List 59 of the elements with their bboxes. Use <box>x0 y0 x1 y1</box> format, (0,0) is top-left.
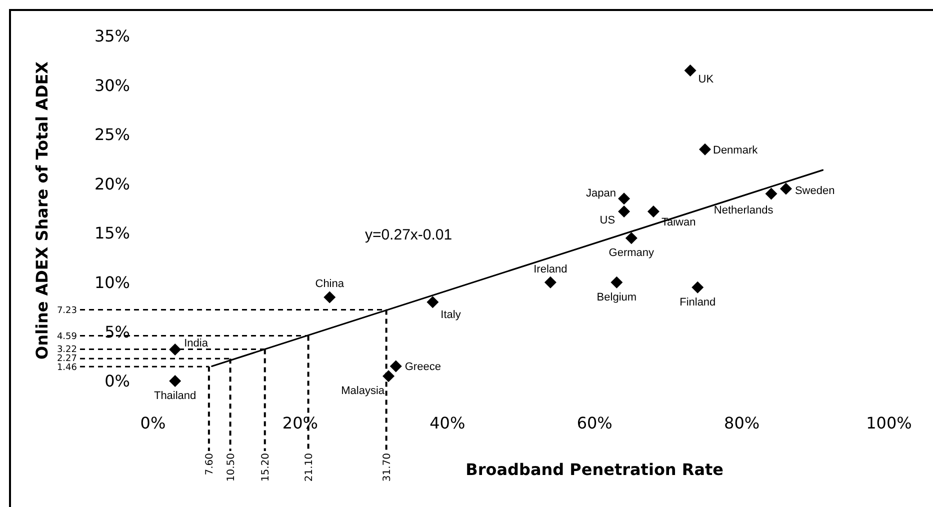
point <box>169 343 182 356</box>
y-tick-label: 10% <box>94 273 130 292</box>
ref-line-label: 31.70 <box>382 453 393 482</box>
point <box>618 192 630 205</box>
x-tick-label: 60% <box>576 414 612 433</box>
ref-line-label: 15.20 <box>260 453 272 482</box>
point <box>780 182 792 195</box>
series-label: Finland <box>680 296 716 308</box>
x-axis-title: Broadband Penetration Rate <box>466 460 724 479</box>
point <box>390 360 402 372</box>
series-label: Germany <box>608 247 655 260</box>
series-label: Netherlands <box>714 204 774 217</box>
point <box>610 276 623 288</box>
point <box>618 205 630 218</box>
series-label: Ireland <box>534 263 568 276</box>
series-label: UK <box>698 74 714 86</box>
point <box>625 232 638 244</box>
series-label: Malaysia <box>341 385 386 398</box>
ref-line-label: 10.50 <box>226 453 237 482</box>
series-label: Sweden <box>794 184 835 197</box>
y-axis-title: Online ADEX Share of Total ADEX <box>32 60 52 360</box>
series-label: Taiwan <box>661 216 696 228</box>
y-tick-label: 30% <box>94 76 130 95</box>
x-tick-label: 40% <box>430 414 466 433</box>
series-label: Belgium <box>596 291 637 304</box>
y-tick-label: 20% <box>94 174 130 194</box>
y-tick-label: 35% <box>94 26 130 46</box>
ref-line-label: 4.59 <box>56 332 78 342</box>
ref-line-label: 3.22 <box>56 344 77 355</box>
x-tick-label: 0% <box>140 414 166 433</box>
series-label: Denmark <box>713 144 758 156</box>
y-tick-label: 0% <box>104 372 130 391</box>
x-tick-label: 80% <box>724 414 760 433</box>
point <box>544 276 556 288</box>
series-label: Thailand <box>154 390 196 402</box>
series-label: Italy <box>440 309 462 322</box>
series-label: Japan <box>586 188 616 200</box>
y-tick-label: 25% <box>94 125 130 144</box>
ref-line-label: 2.27 <box>56 354 77 364</box>
point <box>699 143 711 156</box>
point <box>426 296 439 308</box>
ref-line-label: 7.60 <box>204 453 216 476</box>
point <box>382 370 395 382</box>
ref-line-label: 21.10 <box>304 453 315 482</box>
point <box>169 375 182 387</box>
point <box>647 205 660 218</box>
series-label: Greece <box>404 361 441 374</box>
ref-line-label: 1.46 <box>56 362 78 373</box>
annotation: y=0.27x-0.01 <box>364 226 452 244</box>
series-label: China <box>315 278 345 290</box>
series-label: India <box>184 337 209 350</box>
point <box>692 281 704 294</box>
x-tick-label: 100% <box>866 414 912 433</box>
series-label: US <box>600 214 616 226</box>
ref-line-label: 7.23 <box>56 306 77 316</box>
point <box>684 64 696 76</box>
point <box>324 291 336 304</box>
y-tick-label: 15% <box>94 224 130 243</box>
point <box>765 188 778 200</box>
